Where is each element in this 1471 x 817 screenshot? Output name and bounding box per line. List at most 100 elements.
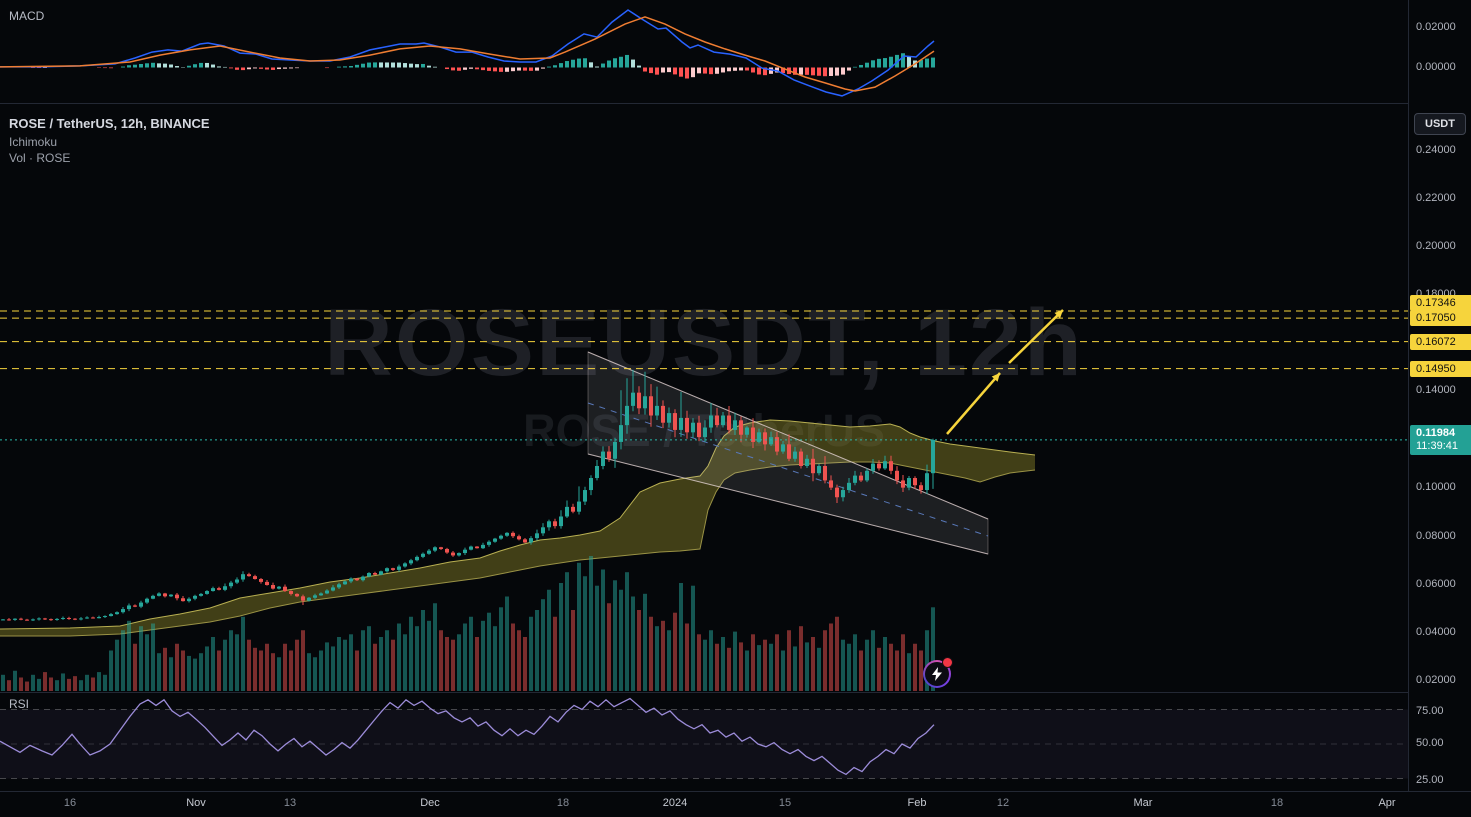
volume-bar: [739, 642, 743, 691]
volume-bar: [223, 639, 227, 691]
volume-bar: [895, 650, 899, 691]
candle: [919, 485, 923, 491]
candle: [583, 490, 587, 502]
macd-histogram-bar: [217, 66, 221, 68]
candle: [481, 544, 485, 549]
candle: [637, 392, 641, 409]
volume-bar: [277, 657, 281, 691]
volume-bar: [199, 653, 203, 691]
candle: [259, 579, 263, 582]
candle: [793, 451, 797, 459]
candle: [7, 619, 11, 621]
candle: [313, 595, 317, 598]
chart-area[interactable]: ROSEUSDT, 12h ROSE / TetherUS MACD ROSE …: [0, 0, 1408, 791]
price-axis-label: 0.04000: [1416, 626, 1456, 638]
macd-histogram-bar: [289, 67, 293, 69]
volume-bar: [247, 639, 251, 691]
volume-bar: [877, 647, 881, 691]
macd-histogram-bar: [853, 66, 857, 68]
volume-bar: [763, 639, 767, 691]
volume-bar: [343, 639, 347, 691]
candle: [433, 547, 437, 551]
volume-bar: [325, 642, 329, 691]
drawn-arrow[interactable]: [1008, 309, 1064, 364]
volume-bar: [271, 653, 275, 691]
level-price-badge: 0.17050: [1410, 310, 1471, 326]
candle: [91, 617, 95, 619]
macd-histogram-bar: [577, 58, 581, 68]
candle: [529, 538, 533, 543]
macd-histogram-bar: [745, 67, 749, 71]
candle: [829, 480, 833, 488]
chart-canvas[interactable]: [0, 0, 1408, 791]
macd-histogram-bar: [619, 56, 623, 68]
volume-bar: [691, 585, 695, 691]
volume-bar: [337, 637, 341, 691]
candle: [547, 521, 551, 528]
candle: [613, 441, 617, 459]
volume-bar: [577, 562, 581, 691]
macd-histogram-bar: [157, 63, 161, 68]
price-axis[interactable]: USDT 0.02000 0.00000 0.24000 0.22000 0.20000…: [1408, 0, 1471, 791]
macd-histogram-bar: [823, 67, 827, 77]
volume-bar: [811, 637, 815, 691]
current-price-value: 0.11984: [1416, 427, 1456, 439]
candle: [325, 590, 329, 594]
candle: [805, 458, 809, 466]
volume-bar: [679, 583, 683, 691]
macd-histogram-bar: [739, 67, 743, 71]
candle: [319, 593, 323, 596]
macd-histogram-bar: [259, 67, 263, 69]
macd-histogram-bar: [805, 67, 809, 75]
price-axis-label: 0.24000: [1416, 144, 1456, 156]
volume-bar: [583, 576, 587, 691]
lightning-button[interactable]: [923, 657, 953, 688]
macd-line: [0, 9, 935, 97]
candle: [427, 550, 431, 554]
macd-histogram-bar: [877, 58, 881, 68]
macd-histogram-bar: [919, 60, 923, 68]
macd-histogram-bar: [799, 67, 803, 75]
volume-bar: [529, 616, 533, 691]
macd-histogram-bar: [511, 67, 515, 72]
macd-histogram-bar: [277, 67, 281, 70]
current-price-badge: 0.11984 11:39:41: [1410, 425, 1471, 455]
volume-bar: [61, 673, 65, 691]
macd-histogram-bar: [385, 62, 389, 68]
volume-bar: [73, 676, 77, 691]
drawn-arrow[interactable]: [946, 372, 1001, 435]
candle: [535, 533, 539, 539]
time-axis[interactable]: 16 Nov 13 Dec 18 2024 15 Feb 12 Mar 18 Apr: [0, 791, 1471, 817]
macd-histogram-bar: [415, 64, 419, 68]
volume-bar: [865, 639, 869, 691]
macd-histogram-bar: [103, 67, 107, 69]
price-axis-label: 0.08000: [1416, 530, 1456, 542]
currency-toggle-button[interactable]: USDT: [1414, 113, 1466, 135]
candle: [463, 549, 467, 554]
macd-histogram-bar: [547, 66, 551, 68]
candle: [511, 532, 515, 537]
macd-histogram-bar: [193, 64, 197, 68]
candle: [133, 605, 137, 607]
candle: [745, 427, 749, 435]
macd-histogram-bar: [133, 64, 137, 68]
volume-bar: [757, 645, 761, 691]
macd-histogram-bar: [643, 67, 647, 72]
candle: [727, 415, 731, 430]
macd-histogram-bar: [343, 66, 347, 68]
macd-histogram-bar: [529, 67, 533, 71]
volume-bar: [415, 626, 419, 691]
candle: [31, 619, 35, 621]
macd-histogram-bar: [925, 58, 929, 68]
candle: [883, 461, 887, 469]
macd-histogram-bar: [697, 67, 701, 74]
volume-bar: [349, 634, 353, 691]
candle: [415, 556, 419, 561]
time-axis-label: 18: [1270, 797, 1284, 809]
macd-histogram-bar: [757, 67, 761, 75]
candle: [85, 617, 89, 619]
candle: [217, 588, 221, 590]
price-axis-label: 0.02000: [1416, 674, 1456, 686]
volume-bar: [889, 643, 893, 691]
candle: [361, 576, 365, 581]
